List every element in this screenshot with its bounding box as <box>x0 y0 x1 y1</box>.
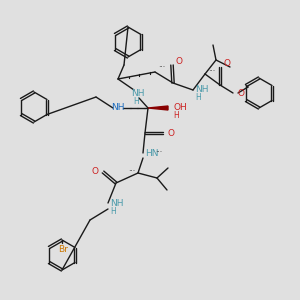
Text: ···: ··· <box>208 68 215 76</box>
Text: H: H <box>110 206 116 215</box>
Text: NH: NH <box>131 88 145 98</box>
Text: ···: ··· <box>155 148 162 158</box>
Polygon shape <box>148 106 168 110</box>
Text: NH: NH <box>110 199 124 208</box>
Text: H: H <box>195 94 201 103</box>
Text: H: H <box>173 112 179 121</box>
Text: HN: HN <box>145 148 158 158</box>
Text: O: O <box>91 167 98 176</box>
Text: Br: Br <box>58 245 68 254</box>
Text: ···: ··· <box>158 64 165 73</box>
Text: NH: NH <box>195 85 208 94</box>
Text: H: H <box>133 97 139 106</box>
Text: NH: NH <box>111 103 125 112</box>
Text: ···: ··· <box>128 167 135 176</box>
Text: O: O <box>168 128 175 137</box>
Text: O: O <box>176 58 183 67</box>
Text: O: O <box>224 59 231 68</box>
Text: O: O <box>237 88 244 98</box>
Text: OH: OH <box>173 103 187 112</box>
